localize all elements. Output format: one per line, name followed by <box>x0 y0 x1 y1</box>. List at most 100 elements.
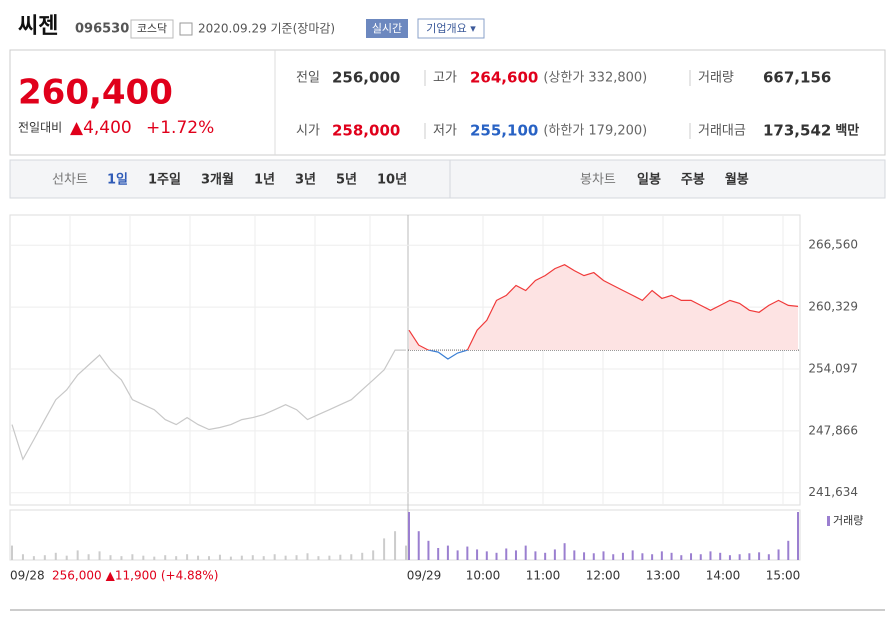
stat-value: 258,000 <box>332 122 400 140</box>
stat-value: 255,100 <box>470 122 538 140</box>
y-tick-label: 260,329 <box>808 300 858 314</box>
tab[interactable]: 3년 <box>295 173 316 188</box>
volume-bar <box>284 555 287 560</box>
volume-bar <box>641 553 644 560</box>
volume-bar <box>485 551 488 560</box>
stat-extra: (하한가 179,200) <box>543 124 647 139</box>
stock-name: 씨젠 <box>18 14 58 39</box>
volume-bar <box>544 552 547 560</box>
date: 2020.09.29 기준(장마감) <box>198 22 335 36</box>
volume-bar <box>54 552 57 560</box>
tab-label: 봉차트 <box>580 173 616 188</box>
volume-bar <box>748 553 751 560</box>
volume-bar <box>651 554 654 560</box>
change-label: 전일대비 <box>18 121 62 135</box>
volume-bar <box>175 556 178 560</box>
volume-bar <box>109 555 112 560</box>
price-line <box>408 264 799 351</box>
volume-bar <box>295 555 298 560</box>
volume-bar <box>240 555 243 560</box>
change: ▲4,400 <box>70 118 132 138</box>
volume-bar <box>767 554 770 560</box>
volume-bar <box>728 555 731 560</box>
volume-bar <box>437 548 440 560</box>
volume-bar <box>524 545 527 560</box>
volume-bar <box>120 556 123 560</box>
stat-value: 667,156 <box>763 69 831 87</box>
volume-bar <box>11 545 13 560</box>
volume-bar <box>621 552 624 560</box>
volume-bar <box>787 540 790 560</box>
volume-bar <box>21 554 24 560</box>
volume-bar <box>612 554 615 560</box>
volume-bar <box>456 550 459 560</box>
info-change: ▲11,900 <box>106 569 157 583</box>
legend-label: 거래량 <box>833 514 863 527</box>
stat-label: 거래량 <box>698 71 734 86</box>
clock-icon <box>179 22 193 36</box>
tab[interactable]: 일봉 <box>637 173 661 188</box>
x-tick-label: 10:00 <box>466 569 501 583</box>
tab[interactable]: 1년 <box>254 173 275 188</box>
stat-value: 256,000 <box>332 69 400 87</box>
legend-swatch <box>827 516 830 526</box>
x-tick-label: 15:00 <box>766 569 801 583</box>
quote-box <box>9 49 886 156</box>
volume-bar <box>32 556 35 560</box>
volume-bar <box>153 556 156 560</box>
tab[interactable]: 월봉 <box>725 172 749 188</box>
volume-bar <box>383 538 386 560</box>
tab[interactable]: 10년 <box>377 173 407 188</box>
tab[interactable]: 주봉 <box>681 173 705 188</box>
volume-bar <box>573 550 576 560</box>
stat-label: 전일 <box>296 71 320 86</box>
overview[interactable]: 기업개요 ▾ <box>426 22 476 35</box>
x-tick-label: 13:00 <box>646 569 681 583</box>
x-tick-label: 14:00 <box>706 569 741 583</box>
x-tick-label: 11:00 <box>526 569 561 583</box>
volume-bar <box>87 554 90 560</box>
volume-bar <box>361 552 364 560</box>
y-tick-label: 247,866 <box>808 423 858 437</box>
stat-extra: (상한가 332,800) <box>543 71 647 86</box>
volume-bar <box>197 555 200 560</box>
volume-bar <box>339 554 342 560</box>
info-pct: (+4.88%) <box>161 569 219 583</box>
volume-bar <box>328 555 331 560</box>
volume-bar <box>583 552 586 560</box>
volume-bar <box>427 540 430 560</box>
realtime-btn[interactable] <box>366 19 408 38</box>
change-pct: +1.72% <box>146 118 214 138</box>
realtime[interactable]: 실시간 <box>372 22 402 35</box>
area <box>409 264 798 351</box>
stat-value: 173,542 <box>763 122 831 140</box>
volume-bar <box>98 551 101 560</box>
tab[interactable]: 1주일 <box>148 173 181 188</box>
market: 코스닥 <box>137 22 167 35</box>
volume-bar <box>670 552 673 560</box>
stat-label: 거래대금 <box>698 124 746 139</box>
tab-label: 선차트 <box>52 173 88 188</box>
stat-unit: 백만 <box>835 123 859 139</box>
tab[interactable]: 3개월 <box>201 172 234 188</box>
volume-bar <box>273 554 276 560</box>
tab[interactable]: 1일 <box>107 173 128 188</box>
volume-bar <box>350 554 353 560</box>
tab[interactable]: 5년 <box>336 173 357 188</box>
volume-bar <box>229 556 232 560</box>
volume-bar <box>534 551 537 560</box>
market-box <box>130 19 174 39</box>
volume-bar <box>394 531 397 560</box>
x-tick-label: 12:00 <box>586 569 621 583</box>
volume-bar <box>777 549 780 560</box>
stat-value: 264,600 <box>470 69 538 87</box>
overview-btn[interactable] <box>417 18 485 39</box>
volume-bar <box>306 553 309 560</box>
x-tick-label: 09/29 <box>407 569 442 583</box>
volume-bar <box>476 549 479 560</box>
volume-bar <box>317 556 320 560</box>
volume-bar <box>660 551 663 560</box>
volume-bar <box>699 554 702 560</box>
volume-bar <box>690 553 693 560</box>
